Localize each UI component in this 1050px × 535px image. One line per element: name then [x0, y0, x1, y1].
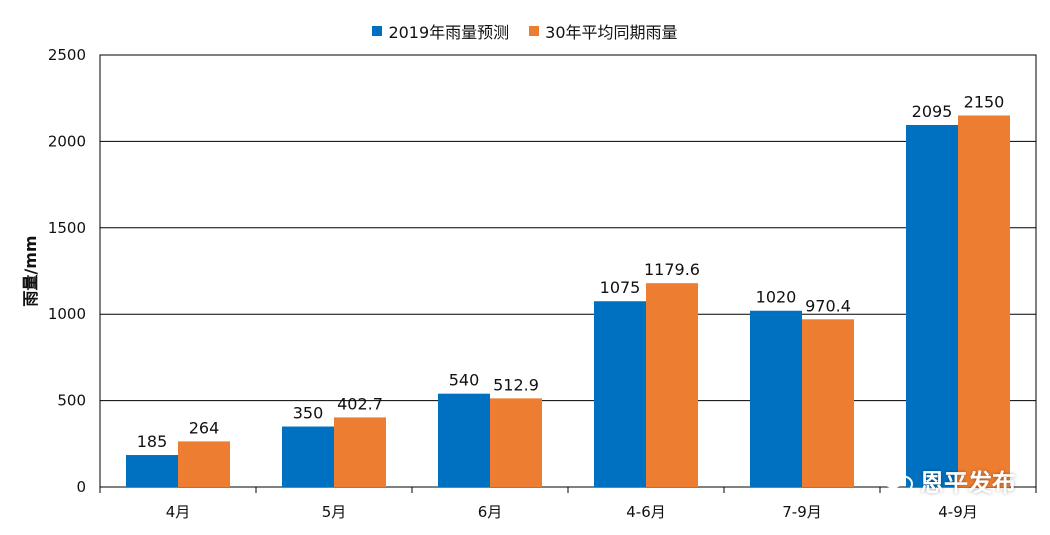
data-label-average: 402.7	[337, 394, 383, 413]
data-label-average: 970.4	[805, 296, 851, 315]
y-tick-label: 1000	[48, 305, 86, 323]
bar-forecast	[594, 301, 646, 487]
legend-item-forecast: 2019年雨量预测	[372, 19, 509, 43]
legend: 2019年雨量预测 30年平均同期雨量	[0, 19, 1050, 43]
data-label-average: 512.9	[493, 375, 539, 394]
x-tick-label: 4月	[166, 503, 191, 521]
bar-average	[490, 398, 542, 487]
legend-item-average: 30年平均同期雨量	[529, 19, 678, 43]
x-tick-label: 4-9月	[938, 503, 978, 521]
bar-forecast	[126, 455, 178, 487]
bar-forecast	[282, 426, 334, 487]
legend-swatch-forecast	[372, 26, 383, 36]
data-label-forecast: 350	[293, 404, 324, 423]
y-tick-label: 2500	[48, 46, 86, 64]
data-label-forecast: 1020	[756, 288, 797, 307]
y-tick-label: 500	[57, 392, 86, 410]
bar-forecast	[750, 310, 802, 487]
data-label-average: 264	[189, 418, 220, 437]
data-label-average: 2150	[964, 92, 1005, 111]
plot-border	[99, 54, 1037, 488]
x-tick-label: 4-6月	[626, 503, 666, 521]
data-label-forecast: 2095	[912, 102, 953, 121]
wechat-icon	[881, 467, 913, 493]
bar-average	[802, 319, 854, 487]
legend-label-forecast: 2019年雨量预测	[388, 23, 510, 42]
data-label-forecast: 540	[449, 371, 480, 390]
legend-label-average: 30年平均同期雨量	[545, 23, 678, 42]
bar-average	[958, 115, 1010, 487]
data-label-forecast: 185	[137, 432, 168, 451]
bar-forecast	[438, 393, 490, 487]
bar-average	[334, 417, 386, 487]
bar-average	[178, 441, 230, 487]
data-label-average: 1179.6	[644, 260, 700, 279]
watermark-text: 恩平发布	[920, 469, 1016, 497]
x-tick-label: 7-9月	[782, 503, 822, 521]
x-tick-label: 5月	[322, 503, 347, 521]
y-tick-label: 0	[76, 478, 86, 496]
legend-swatch-average	[529, 26, 540, 36]
bar-forecast	[906, 124, 958, 487]
y-tick-label: 2000	[48, 132, 86, 150]
y-tick-label: 1500	[48, 219, 86, 237]
watermark: 恩平发布	[880, 463, 1016, 498]
y-axis-label: 雨量/mm	[21, 235, 40, 306]
x-tick-label: 6月	[478, 503, 503, 521]
bar-average	[646, 283, 698, 487]
data-label-forecast: 1075	[600, 278, 641, 297]
